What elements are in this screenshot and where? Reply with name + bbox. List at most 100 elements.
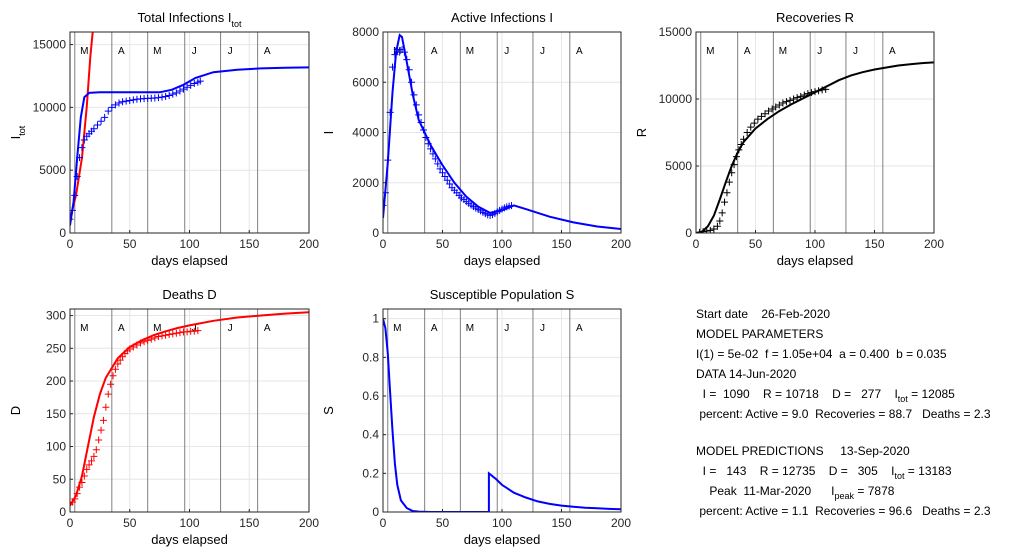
y-tick-label: 4000 [352,126,379,140]
data-values: I = 1090 R = 10718 D = 277 Itot = 12085 [696,384,1018,404]
data-marker [446,180,454,188]
data-marker [725,178,733,186]
month-label: A [118,323,125,334]
data-marker [158,93,166,101]
data-marker [786,96,794,104]
data-marker [405,66,413,74]
x-tick-label: 150 [864,237,884,251]
data-marker [95,436,103,444]
month-label: J [228,323,233,334]
data-marker [699,228,707,233]
prediction-values: I = 143 R = 12735 D = 305 Itot = 13183 [696,461,1018,481]
data-marker [76,154,84,162]
peak-line: Peak 11-Mar-2020 Ipeak = 7878 [696,481,1018,501]
month-label: A [118,46,125,57]
y-tick-label: 300 [46,309,66,323]
y-tick-label: 100 [46,440,66,454]
data-marker [93,121,101,129]
data-marker [78,144,86,152]
data-marker [412,101,420,109]
data-marker [811,88,819,96]
x-axis-label: days elapsed [464,532,541,547]
series-line-0 [70,32,94,220]
data-marker [431,155,439,163]
data-marker [90,452,98,460]
info-panel: Start date 26-Feb-2020 MODEL PARAMETERS … [696,304,1018,521]
data-marker [757,112,765,120]
data-marker [85,461,93,469]
data-marker [162,92,170,100]
series-line-0 [383,318,621,512]
x-axis-label: days elapsed [777,253,854,268]
x-tick-label: 50 [123,237,137,251]
data-marker [818,86,826,94]
data-marker [151,334,159,342]
data-marker [111,101,119,109]
chart-title: Recoveries R [776,10,854,25]
data-marker [747,123,755,131]
y-tick-label: 10000 [33,100,67,114]
chart-susceptible: M A M J J A 0 50 100 150 200 0 0.2 0.4 0.6 0.8 1 Suscepti… [321,287,631,547]
chart-active: M A M J J A0 50 100 150 20002000400060008000Activ… [321,10,631,268]
data-marker [730,161,738,169]
data-marker [108,103,116,111]
data-values-sub: tot [897,394,908,404]
month-label: M [153,46,161,57]
peak-value: = 7878 [854,484,895,498]
predictions-header: MODEL PREDICTIONS 13-Sep-2020 [696,444,910,458]
y-tick-label: 150 [46,407,66,421]
data-marker [176,329,184,337]
data-marker [97,426,105,434]
month-label: A [576,323,583,334]
data-marker [73,490,81,498]
y-tick-label: 15000 [33,38,67,52]
prediction-values-sub: tot [894,471,905,481]
data-marker [441,172,449,180]
data-marker [137,339,145,347]
data-marker [109,372,117,380]
data-marker [716,217,724,225]
month-label: M [153,323,161,334]
data-marker [76,483,84,491]
series-line-0 [70,311,309,507]
y-tick-label: 200 [46,374,66,388]
month-label: J [504,46,509,57]
x-tick-label: 0 [693,237,700,251]
data-marker [190,80,198,88]
data-marker [154,333,162,341]
data-marker [169,330,177,338]
data-marker [815,87,823,95]
month-label: A [744,46,751,57]
y-tick-label: 15000 [659,25,693,39]
month-label: J [228,46,233,57]
model-parameters: I(1) = 5e-02 f = 1.05e+04 a = 0.400 b = … [696,347,947,361]
y-tick-label: 0.6 [362,389,379,403]
data-marker [165,331,173,339]
data-marker [190,327,198,335]
month-label: M [466,323,474,334]
prediction-values-text: I = 143 R = 12735 D = 305 I [696,464,895,478]
data-marker [807,89,815,97]
x-tick-label: 50 [436,516,450,530]
y-tick-label: 0.4 [362,428,379,442]
x-tick-label: 50 [749,237,763,251]
data-marker [383,201,387,209]
y-tick-label: 0 [372,226,379,240]
data-marker [775,101,783,109]
data-marker [696,228,704,233]
data-marker [754,115,762,123]
x-tick-label: 0 [380,237,387,251]
data-marker [172,89,180,97]
data-marker [424,140,432,148]
data-marker [429,150,437,158]
data-marker [713,222,721,230]
data-marker [97,117,105,125]
month-label: A [264,323,271,334]
data-marker [147,335,155,343]
month-label: A [431,46,438,57]
data-marker [196,77,204,85]
data-marker [389,63,397,71]
data-marker [408,78,416,86]
data-marker [732,153,740,161]
x-tick-label: 100 [805,237,825,251]
